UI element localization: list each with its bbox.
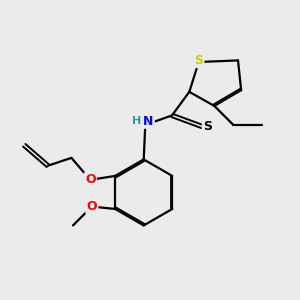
Text: H: H xyxy=(132,116,141,126)
Text: S: S xyxy=(194,54,203,67)
Text: O: O xyxy=(85,173,96,186)
Text: S: S xyxy=(203,120,212,133)
Text: N: N xyxy=(143,115,154,128)
Text: O: O xyxy=(86,200,97,213)
